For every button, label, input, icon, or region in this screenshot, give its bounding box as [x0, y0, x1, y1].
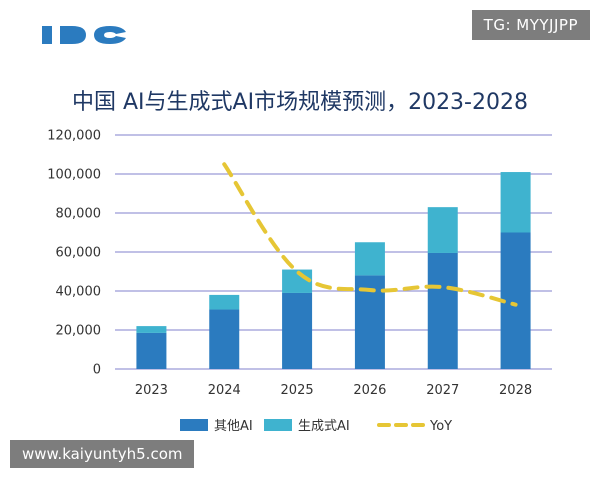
legend-label-yoy: YoY: [429, 419, 452, 434]
x-tick-label: 2024: [208, 383, 241, 398]
legend-swatch-generative-ai: [264, 419, 292, 431]
yoy-line-layer: [222, 162, 518, 307]
watermark-url: www.kaiyuntyh5.com: [10, 440, 195, 468]
y-tick-label: 100,000: [47, 168, 101, 183]
grid-lines: [115, 134, 552, 370]
legend-label-other-ai: 其他AI: [214, 419, 253, 434]
y-tick-label: 60,000: [56, 246, 102, 261]
y-axis-ticks: 0 20,000 40,000 60,000 80,000 100,000 120,000: [47, 129, 101, 378]
bar-generative-ai-2027: [427, 207, 458, 253]
x-tick-label: 2027: [426, 383, 459, 398]
legend: 其他AI 生成式AI YoY: [180, 419, 452, 434]
bar-other-ai-2027: [427, 252, 458, 369]
y-tick-label: 120,000: [47, 129, 101, 144]
x-tick-label: 2026: [353, 383, 386, 398]
yoy-line: [222, 162, 518, 307]
y-tick-label: 20,000: [56, 324, 102, 339]
x-axis-ticks: 2023 2024 2025 2026 2027 2028: [135, 383, 532, 398]
bar-other-ai-2023: [136, 332, 167, 369]
x-tick-label: 2028: [499, 383, 532, 398]
watermark-tg: TG: MYYJJPP: [471, 10, 590, 40]
bar-generative-ai-2028: [500, 172, 531, 233]
bar-other-ai-2024: [209, 309, 240, 369]
logo-fragment: [42, 26, 126, 44]
bar-generative-ai-2026: [354, 242, 385, 276]
bar-generative-ai-2024: [209, 294, 240, 310]
y-tick-label: 0: [93, 363, 101, 378]
y-tick-label: 40,000: [56, 285, 102, 300]
chart-title: 中国 AI与生成式AI市场规模预测，2023-2028: [72, 90, 528, 115]
bar-other-ai-2025: [282, 292, 313, 369]
x-tick-label: 2025: [281, 383, 314, 398]
y-tick-label: 80,000: [56, 207, 102, 222]
bar-generative-ai-2023: [136, 326, 167, 333]
x-tick-label: 2023: [135, 383, 168, 398]
legend-swatch-other-ai: [180, 419, 208, 431]
bars: [136, 172, 531, 369]
legend-label-generative-ai: 生成式AI: [298, 419, 350, 434]
